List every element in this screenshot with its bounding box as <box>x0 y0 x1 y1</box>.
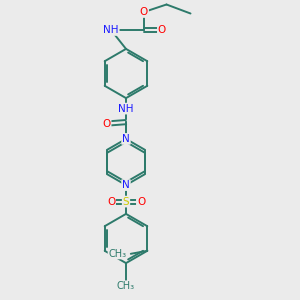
Text: O: O <box>107 196 115 207</box>
Text: O: O <box>137 196 145 207</box>
Text: O: O <box>140 7 148 17</box>
Text: NH: NH <box>103 25 119 35</box>
Text: N: N <box>122 134 130 144</box>
Text: O: O <box>158 25 166 35</box>
Text: N: N <box>122 180 130 190</box>
Text: NH: NH <box>118 103 134 114</box>
Text: S: S <box>123 196 129 207</box>
Text: CH₃: CH₃ <box>108 249 126 259</box>
Text: O: O <box>102 118 111 129</box>
Text: CH₃: CH₃ <box>117 281 135 291</box>
